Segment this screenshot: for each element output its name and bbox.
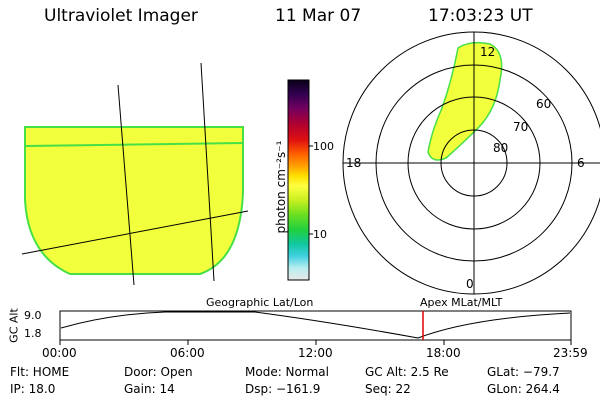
x-tick-2359: 23:59 xyxy=(553,346,588,360)
info-mode: Mode: Normal xyxy=(245,365,329,379)
mlt-label-18: 18 xyxy=(346,156,362,170)
x-tick-1800: 18:00 xyxy=(426,346,461,360)
info-dsp: Dsp: −161.9 xyxy=(245,382,321,396)
info-gain: Gain: 14 xyxy=(124,382,175,396)
lat-label-80: 80 xyxy=(493,141,509,155)
polar-plot xyxy=(342,31,600,295)
y-axis-label: GC Alt xyxy=(7,308,21,343)
timeline-left-caption: Geographic Lat/Lon xyxy=(206,296,314,309)
lat-label-60: 60 xyxy=(536,97,552,111)
info-seq: Seq: 22 xyxy=(365,382,411,396)
date-label: 11 Mar 07 xyxy=(275,6,362,26)
lat-label-70: 70 xyxy=(513,120,529,134)
mlt-label-12: 12 xyxy=(480,45,496,59)
info-flight: Flt: HOME xyxy=(10,365,70,379)
imager-frame-fill xyxy=(24,126,244,275)
instrument-title: Ultraviolet Imager xyxy=(44,6,198,26)
grid-meridian-2 xyxy=(200,62,215,282)
grid-latitude xyxy=(21,210,249,255)
colorbar-unit-label: photon cm⁻²s⁻¹ xyxy=(274,140,288,234)
imager-frame xyxy=(21,62,249,286)
info-gc-alt: GC Alt: 2.5 Re xyxy=(365,365,449,379)
timeline-frame xyxy=(59,310,572,341)
colorbar-tick-10: 10 xyxy=(313,228,327,241)
x-tick-0600: 06:00 xyxy=(170,346,205,360)
colorbar-tick-100: 100 xyxy=(313,140,334,153)
altitude-timeline xyxy=(59,310,572,345)
time-label: 17:03:23 UT xyxy=(428,6,533,26)
imager-seam xyxy=(25,142,244,147)
y-tick-1-8: 1.8 xyxy=(24,327,42,340)
auroral-oval xyxy=(427,41,503,161)
info-ip: IP: 18.0 xyxy=(10,382,56,396)
info-glon: GLon: 264.4 xyxy=(487,382,560,396)
x-tick-1200: 12:00 xyxy=(298,346,333,360)
colorbar xyxy=(287,79,313,281)
y-tick-9: 9.0 xyxy=(24,309,42,322)
info-door: Door: Open xyxy=(124,365,193,379)
x-tick-0000: 00:00 xyxy=(42,346,77,360)
grid-meridian-1 xyxy=(117,84,135,286)
mlt-label-0: 0 xyxy=(466,277,474,291)
timeline-right-caption: Apex MLat/MLT xyxy=(420,296,503,309)
colorbar-gradient xyxy=(287,79,310,281)
info-glat: GLat: −79.7 xyxy=(487,365,560,379)
mlt-label-6: 6 xyxy=(577,156,585,170)
altitude-curve xyxy=(60,311,571,339)
